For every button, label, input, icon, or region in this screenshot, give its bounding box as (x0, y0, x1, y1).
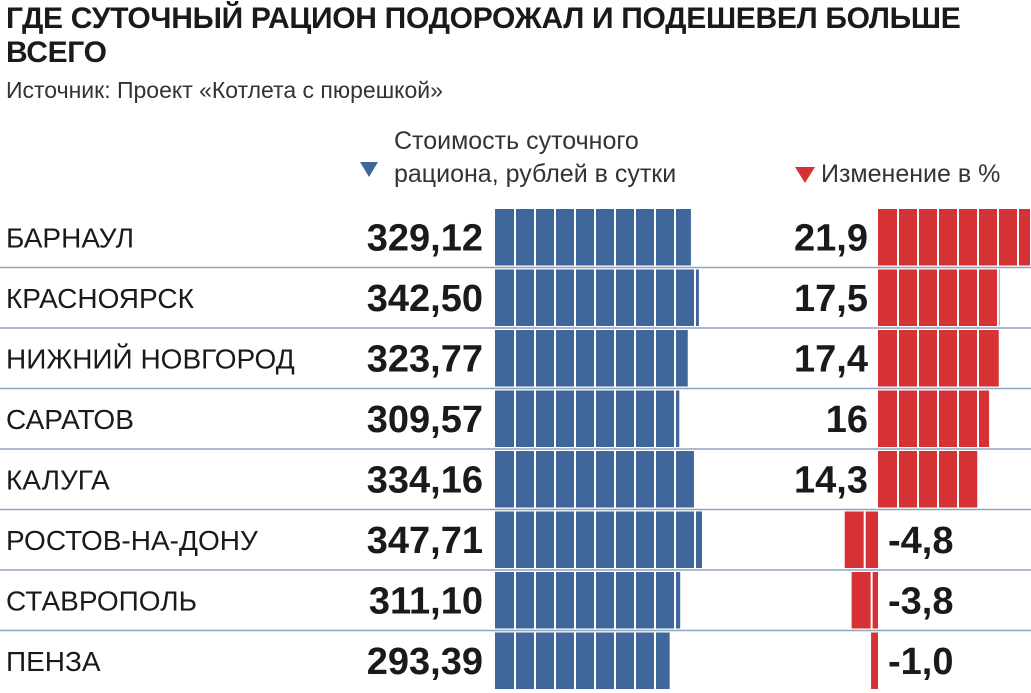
chart-row: КРАСНОЯРСК 342,50 17,5 (0, 266, 1031, 326)
chart-row: СТАВРОПОЛЬ 311,10 -3,8 (0, 569, 1031, 629)
change-bar (871, 632, 878, 689)
change-bar (878, 390, 990, 447)
cost-value-label: 342,50 (367, 278, 483, 320)
cost-bar (495, 209, 691, 266)
category-label: СТАВРОПОЛЬ (6, 585, 197, 616)
cost-value-label: 293,39 (367, 641, 483, 683)
change-value-label: 17,5 (794, 278, 868, 320)
cost-bar (495, 330, 688, 387)
chart-row: ПЕНЗА 293,39 -1,0 (0, 629, 1031, 689)
chart-row: НИЖНИЙ НОВГОРОД 323,77 17,4 (0, 327, 1031, 387)
cost-bar (495, 632, 670, 689)
change-value-label: -3,8 (888, 580, 953, 622)
category-label: КРАСНОЯРСК (6, 283, 195, 314)
blue-triangle-icon (360, 162, 378, 177)
cost-bar (495, 511, 702, 568)
change-value-label: -1,0 (888, 641, 953, 683)
chart-source: Источник: Проект «Котлета с пюрешкой» (6, 77, 443, 103)
change-bar (878, 451, 978, 508)
cost-value-label: 323,77 (367, 338, 483, 380)
change-bar (851, 572, 878, 629)
change-legend: Изменение в % (795, 158, 1000, 191)
category-label: РОСТОВ-НА-ДОНУ (6, 525, 258, 556)
change-bar (844, 511, 878, 568)
cost-value-label: 309,57 (367, 399, 483, 441)
cost-header: Стоимость суточного рациона, рублей в су… (394, 127, 677, 188)
cost-value-label: 347,71 (367, 520, 483, 562)
category-label: БАРНАУЛ (6, 222, 134, 253)
cost-bar (495, 269, 699, 326)
change-value-label: 16 (826, 399, 868, 441)
change-header: Изменение в % (821, 160, 1001, 188)
category-label: САРАТОВ (6, 404, 134, 435)
cost-value-label: 329,12 (367, 217, 483, 259)
change-bar (878, 209, 1030, 266)
cost-value-label: 311,10 (369, 580, 483, 622)
category-label: НИЖНИЙ НОВГОРОД (6, 343, 295, 374)
cost-bar (495, 390, 680, 447)
red-triangle-icon (795, 167, 815, 184)
chart-title: ГДЕ СУТОЧНЫЙ РАЦИОН ПОДОРОЖАЛ И ПОДЕШЕВЕ… (6, 2, 961, 69)
change-value-label: -4,8 (888, 520, 953, 562)
chart-row: РОСТОВ-НА-ДОНУ 347,71 -4,8 (0, 508, 1031, 568)
cost-bar (495, 572, 681, 629)
change-value-label: 17,4 (794, 338, 868, 380)
cost-value-label: 334,16 (367, 459, 483, 501)
chart-row: САРАТОВ 309,57 16 (0, 387, 1031, 447)
chart-row: БАРНАУЛ 329,12 21,9 (6, 209, 1030, 266)
category-label: ПЕНЗА (6, 646, 101, 677)
change-value-label: 21,9 (794, 217, 868, 259)
chart-row: КАЛУГА 334,16 14,3 (0, 448, 1031, 508)
category-label: КАЛУГА (6, 464, 110, 495)
change-value-label: 14,3 (794, 459, 868, 501)
